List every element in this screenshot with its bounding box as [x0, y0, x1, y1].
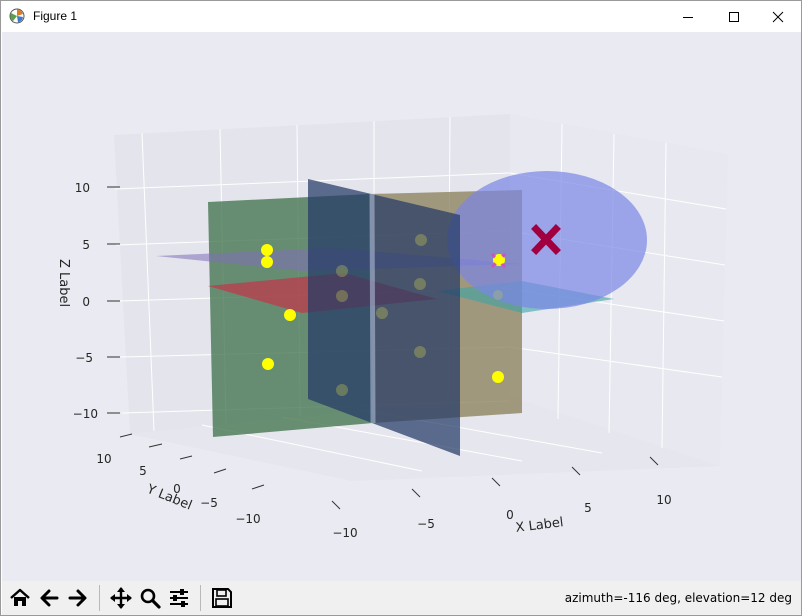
x-tick-label: 5	[584, 501, 592, 515]
scatter-point	[284, 309, 296, 321]
z-tick-label: 0	[82, 295, 90, 309]
plane-intersection	[369, 193, 376, 424]
back-button[interactable]	[35, 584, 62, 612]
axis-lines	[107, 186, 659, 510]
scatter-point	[414, 278, 426, 290]
z-tick-label: 5	[82, 238, 90, 252]
maximize-icon	[729, 11, 739, 22]
toolbar-separator	[200, 585, 201, 611]
forward-icon	[68, 589, 86, 607]
pan-button[interactable]	[107, 584, 134, 612]
z-tick-label: 10	[75, 181, 90, 195]
home-icon	[9, 588, 30, 606]
y-tick-label: −10	[235, 512, 260, 526]
scatter-point	[376, 307, 388, 319]
save-button[interactable]	[208, 584, 235, 612]
navy-plane	[308, 179, 460, 456]
scatter-point	[493, 290, 503, 300]
toolbar-separator	[99, 585, 100, 611]
y-tick-label: 0	[173, 482, 181, 496]
scatter-point	[336, 290, 348, 302]
scatter-point	[261, 244, 273, 256]
back-icon	[40, 589, 58, 607]
matplotlib-icon	[9, 8, 25, 24]
zoom-icon	[140, 588, 161, 609]
configure-button[interactable]	[165, 584, 192, 612]
scatter-point	[262, 358, 274, 370]
scatter-point	[261, 256, 273, 268]
large-x-marker	[531, 224, 561, 255]
view-status-text: azimuth=-116 deg, elevation=12 deg	[564, 591, 792, 605]
pan-icon	[109, 587, 132, 609]
navigation-toolbar: azimuth=-116 deg, elevation=12 deg	[2, 581, 801, 615]
z-axis-label: Z Label	[56, 259, 71, 307]
y-tick-label: 5	[139, 464, 147, 478]
scatter-point	[492, 371, 504, 383]
x-tick-label: −5	[417, 517, 435, 531]
window-title: Figure 1	[33, 9, 78, 23]
configure-icon	[169, 589, 188, 607]
x-tick-label: −10	[332, 526, 357, 540]
y-tick-label: −5	[200, 496, 218, 510]
scatter-point	[336, 265, 348, 277]
zoom-button[interactable]	[136, 584, 163, 612]
forward-button[interactable]	[64, 584, 91, 612]
minimize-button[interactable]	[665, 1, 711, 32]
scatter-point	[415, 234, 427, 246]
title-bar[interactable]: Figure 1	[1, 1, 801, 32]
figure-canvas[interactable]: 10 5 0 −5 −10 10 5 0 −5 −10 −10 −5 0 5 1…	[2, 32, 802, 581]
close-icon	[772, 11, 784, 22]
scatter-point	[414, 346, 426, 358]
y-tick-label: 10	[96, 452, 111, 466]
scatter-points	[261, 234, 505, 396]
home-button[interactable]	[6, 584, 33, 612]
axes-3d[interactable]: 10 5 0 −5 −10 10 5 0 −5 −10 −10 −5 0 5 1…	[2, 32, 802, 581]
maximize-button[interactable]	[711, 1, 757, 32]
x-tick-label: 10	[656, 493, 671, 507]
x-tick-label: 0	[506, 508, 514, 522]
minimize-icon	[683, 16, 693, 18]
scatter-point	[494, 255, 504, 265]
close-button[interactable]	[755, 1, 801, 32]
scatter-point	[336, 384, 348, 396]
x-axis-label: X Label	[515, 515, 565, 536]
z-tick-label: −10	[73, 407, 98, 421]
save-icon	[211, 588, 232, 608]
y-axis-label: Y Label	[144, 482, 194, 514]
z-tick-label: −5	[75, 351, 93, 365]
